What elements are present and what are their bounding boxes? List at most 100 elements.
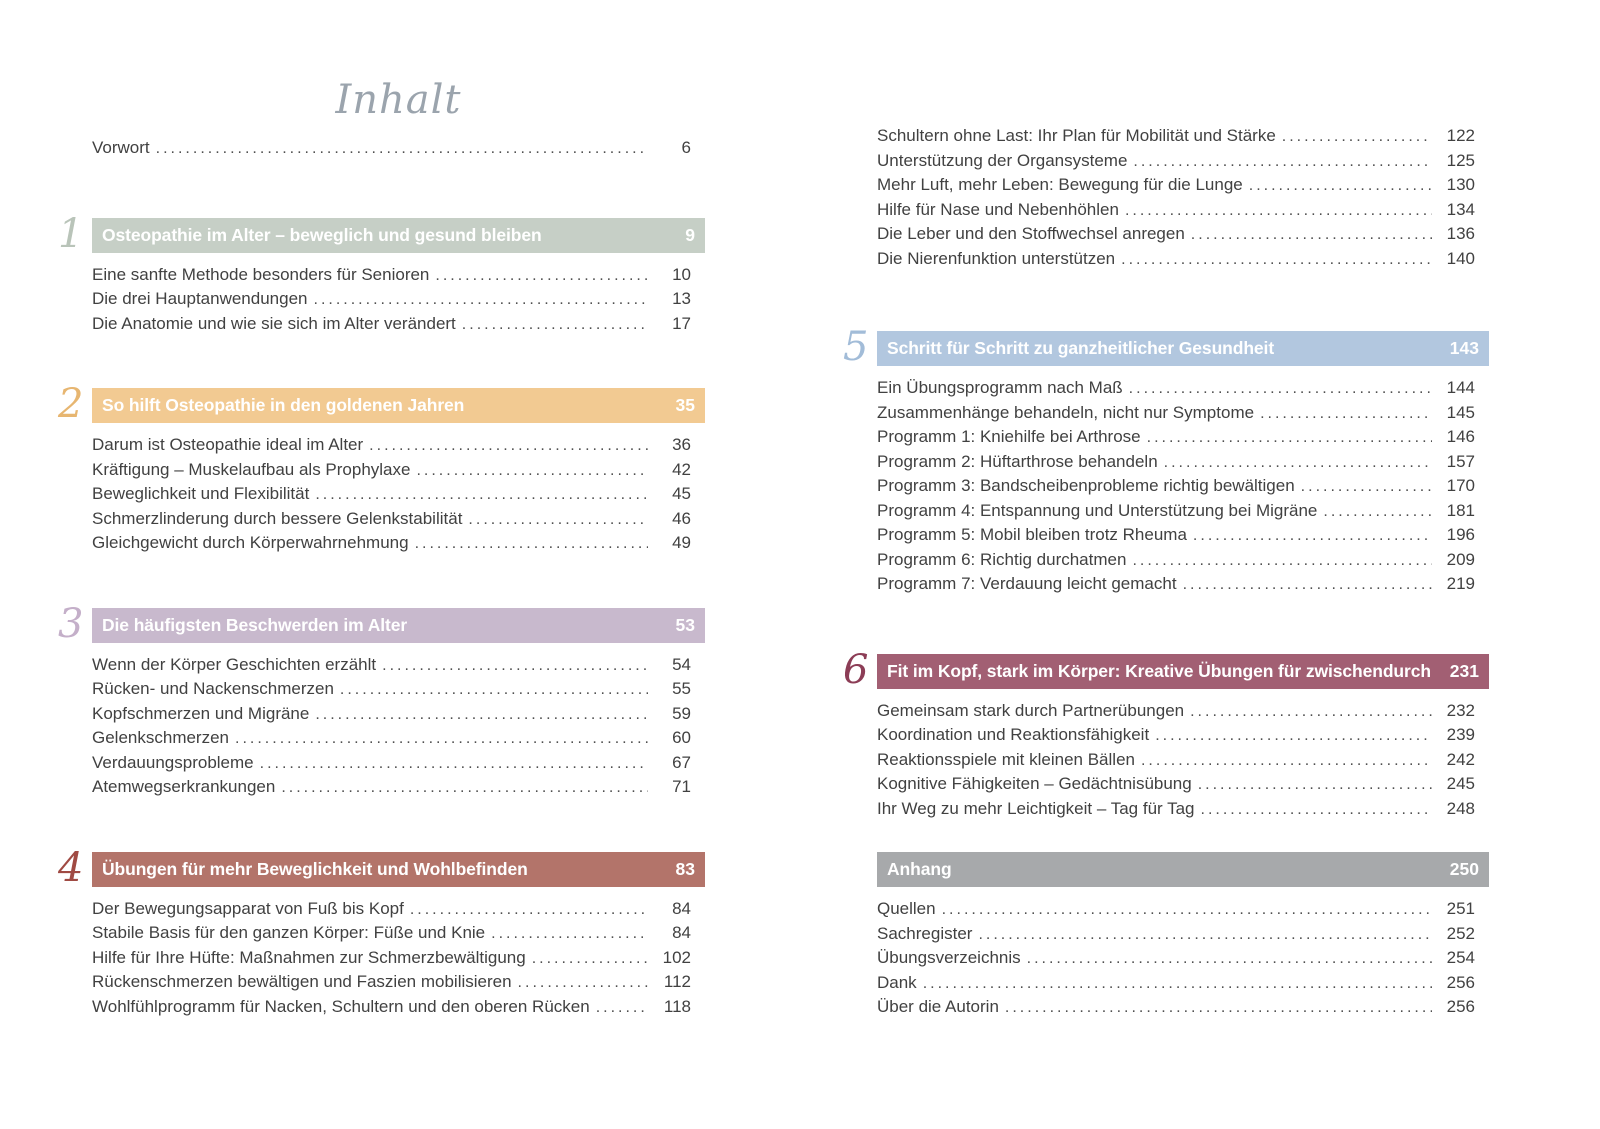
- dot-leader: [1121, 247, 1432, 273]
- dot-leader: [1249, 173, 1432, 199]
- dot-leader: [1164, 450, 1432, 476]
- dot-leader: [1190, 699, 1432, 725]
- section-header-bar: Fit im Kopf, stark im Körper: Kreative Ü…: [877, 653, 1489, 689]
- section-title: Schritt für Schritt zu ganzheitlicher Ge…: [887, 338, 1275, 358]
- toc-entry: Programm 2: Hüftarthrose behandeln 157: [877, 450, 1489, 475]
- chapter-number: 2: [58, 381, 84, 427]
- toc-entry-page: 144: [1446, 378, 1475, 397]
- dot-leader: [1201, 797, 1432, 823]
- toc-section-3: 3 Die häufigsten Beschwerden im Alter 53…: [58, 601, 705, 800]
- toc-entry-label: Programm 3: Bandscheibenprobleme richtig…: [877, 476, 1295, 495]
- chapter-number: 6: [843, 646, 869, 693]
- dot-leader: [1260, 401, 1432, 427]
- toc-entry: Programm 3: Bandscheibenprobleme richtig…: [877, 474, 1489, 499]
- dot-leader: [1129, 376, 1432, 402]
- toc-entry: Sachregister 252: [877, 922, 1489, 947]
- toc-entry-page: 239: [1446, 725, 1475, 744]
- toc-entry: Programm 7: Verdauung leicht gemacht 219: [877, 572, 1489, 597]
- toc-entry-page: 209: [1446, 549, 1475, 569]
- toc-entry-page: 55: [672, 679, 691, 698]
- toc-entry-page: 13: [672, 289, 691, 308]
- toc-entry-label: Die Leber und den Stoffwechsel anregen: [877, 224, 1185, 243]
- right-column: Schultern ohne Last: Ihr Plan für Mobili…: [843, 0, 1489, 1021]
- toc-entry-page: 125: [1446, 150, 1475, 170]
- toc-entry-label: Verdauungsprobleme: [92, 752, 254, 772]
- toc-entry: Reaktionsspiele mit kleinen Bällen 242: [877, 748, 1489, 773]
- toc-entry-page: 256: [1446, 997, 1475, 1016]
- toc-entry-label: Quellen: [877, 899, 936, 918]
- toc-entry-page: 136: [1446, 224, 1475, 243]
- toc-entry-label: Atemwegserkrankungen: [92, 777, 276, 796]
- toc-entry-page: 134: [1446, 199, 1475, 219]
- dot-leader: [415, 531, 648, 557]
- section-title: Fit im Kopf, stark im Körper: Kreative Ü…: [887, 660, 1431, 681]
- toc-entry-label: Schultern ohne Last: Ihr Plan für Mobili…: [877, 126, 1276, 145]
- toc-entry: Dank 256: [877, 971, 1489, 996]
- toc-entry: Unterstützung der Organsysteme 125: [877, 149, 1489, 174]
- toc-entry-label: Die Nierenfunktion unterstützen: [877, 248, 1116, 268]
- dot-leader: [1282, 124, 1432, 150]
- toc-entry-page: 84: [672, 898, 691, 918]
- page-title: Inhalt: [335, 77, 462, 123]
- toc-entry: Die drei Hauptanwendungen 13: [92, 287, 705, 312]
- dot-leader: [1141, 748, 1432, 774]
- section-header-row: 3 Die häufigsten Beschwerden im Alter 53: [58, 601, 705, 647]
- section-title: Übungen für mehr Beweglichkeit und Wohlb…: [102, 858, 528, 879]
- toc-section-2: 2 So hilft Osteopathie in den goldenen J…: [58, 381, 705, 557]
- toc-entry-label: Programm 1: Kniehilfe bei Arthrose: [877, 427, 1141, 446]
- toc-entry: Die Anatomie und wie sie sich im Alter v…: [92, 312, 705, 337]
- toc-entry-label: Programm 5: Mobil bleiben trotz Rheuma: [877, 525, 1187, 544]
- toc-entry: Darum ist Osteopathie ideal im Alter 36: [92, 433, 705, 458]
- toc-entry-label: Programm 2: Hüftarthrose behandeln: [877, 451, 1158, 471]
- section-page: 83: [675, 858, 695, 879]
- dot-leader: [1191, 222, 1432, 248]
- section-header-row: 6 Fit im Kopf, stark im Körper: Kreative…: [843, 647, 1489, 693]
- chapter4-continuation: Schultern ohne Last: Ihr Plan für Mobili…: [877, 0, 1489, 271]
- toc-entry-page: 67: [672, 752, 691, 772]
- toc-entry: Schultern ohne Last: Ihr Plan für Mobili…: [877, 124, 1489, 149]
- toc-entry: Programm 1: Kniehilfe bei Arthrose 146: [877, 425, 1489, 450]
- toc-entry-page: 118: [663, 996, 691, 1016]
- toc-entry-label: Rücken- und Nackenschmerzen: [92, 679, 334, 698]
- dot-leader: [518, 970, 648, 996]
- toc-entry-page: 146: [1446, 427, 1475, 446]
- toc-entry-label: Die drei Hauptanwendungen: [92, 289, 308, 308]
- section-page: 143: [1449, 338, 1479, 358]
- toc-section-6: 6 Fit im Kopf, stark im Körper: Kreative…: [843, 647, 1489, 822]
- toc-entry-label: Gemeinsam stark durch Partnerübungen: [877, 700, 1185, 720]
- section-header-bar: Anhang 250: [877, 852, 1489, 887]
- toc-entry: Ihr Weg zu mehr Leichtigkeit – Tag für T…: [877, 797, 1489, 822]
- toc-entry-page: 112: [663, 972, 691, 991]
- section-page: 231: [1449, 660, 1479, 681]
- section-header-bar: Die häufigsten Beschwerden im Alter 53: [92, 607, 705, 643]
- toc-entry: Gemeinsam stark durch Partnerübungen 232: [877, 699, 1489, 724]
- toc-entry: Gelenkschmerzen 60: [92, 726, 705, 751]
- toc-entry-label: Programm 4: Entspannung und Unterstützun…: [877, 500, 1318, 520]
- toc-entry-page: 84: [672, 923, 691, 942]
- toc-section-5: 5 Schritt für Schritt zu ganzheitlicher …: [843, 324, 1489, 597]
- chapter-number: 5: [843, 324, 869, 370]
- section-page: 9: [685, 224, 695, 245]
- toc-entry-label: Übungsverzeichnis: [877, 948, 1021, 967]
- dot-leader: [468, 507, 648, 533]
- section-header-bar: Osteopathie im Alter – beweglich und ges…: [92, 217, 705, 253]
- dot-leader: [1147, 425, 1432, 451]
- toc-entry: Kräftigung – Muskelaufbau als Prophylaxe…: [92, 458, 705, 483]
- section-page: 250: [1449, 859, 1479, 879]
- section-title: Osteopathie im Alter – beweglich und ges…: [102, 224, 542, 245]
- toc-entry-label: Ein Übungsprogramm nach Maß: [877, 378, 1123, 397]
- section-header-bar: So hilft Osteopathie in den goldenen Jah…: [92, 388, 705, 423]
- toc-entry-label: Wenn der Körper Geschichten erzählt: [92, 654, 377, 674]
- dot-leader: [1005, 995, 1432, 1021]
- toc-entry-vorwort: Vorwort 6: [92, 136, 705, 161]
- toc-entry-page: 102: [662, 947, 691, 967]
- dot-leader: [1125, 198, 1432, 224]
- toc-entry: Rückenschmerzen bewältigen und Faszien m…: [92, 970, 705, 995]
- toc-entry-label: Stabile Basis für den ganzen Körper: Füß…: [92, 923, 486, 942]
- toc-entry-label: Über die Autorin: [877, 997, 999, 1016]
- toc-entry-page: 140: [1446, 248, 1475, 268]
- toc-entry-label: Eine sanfte Methode besonders für Senior…: [92, 264, 430, 284]
- toc-entry-page: 122: [1446, 126, 1475, 145]
- toc-entry-label: Wohlfühlprogramm für Nacken, Schultern u…: [92, 996, 590, 1016]
